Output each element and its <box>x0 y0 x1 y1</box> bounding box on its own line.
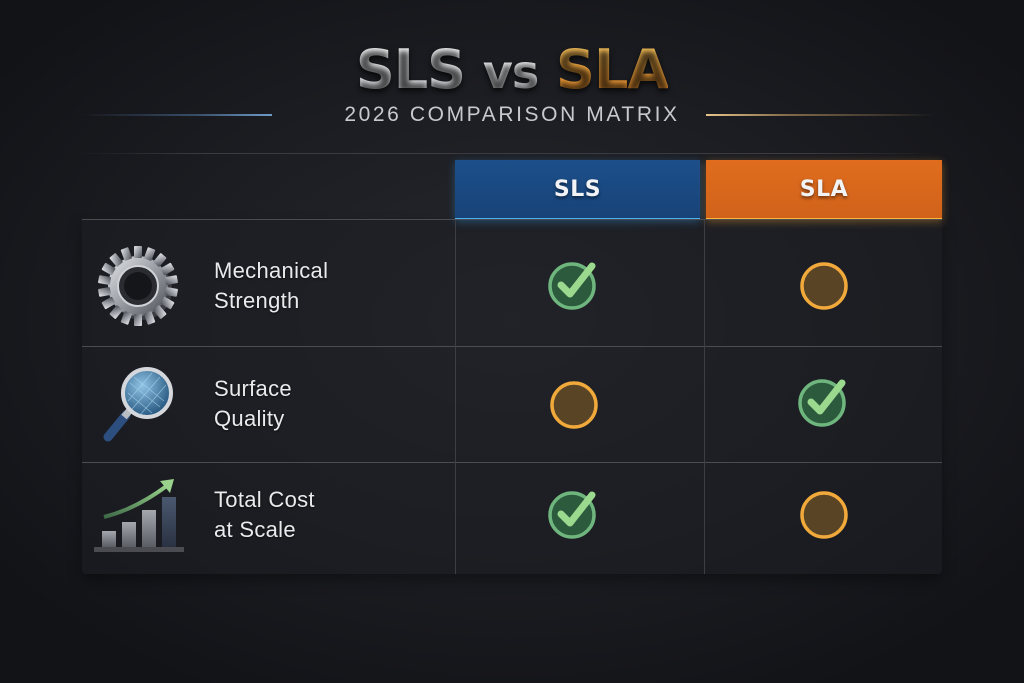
subtitle-row: 2026 COMPARISON MATRIX <box>0 102 1024 128</box>
comparison-table: SLS SLA <box>82 160 942 574</box>
page-title: SLS vs SLA <box>0 38 1024 104</box>
decorative-rule-right <box>706 114 936 116</box>
neutral-circle-icon <box>798 489 850 541</box>
subtitle: 2026 COMPARISON MATRIX <box>344 103 680 126</box>
check-icon <box>548 258 600 310</box>
title-sla: SLA <box>556 38 669 101</box>
row-divider <box>82 346 942 347</box>
neutral-circle-icon <box>798 260 850 312</box>
table-row-total-cost: Total Cost at Scale <box>82 463 942 574</box>
check-icon <box>798 375 850 427</box>
magnifier-icon <box>90 363 186 451</box>
column-header-sls: SLS <box>455 160 700 220</box>
row-label-line: Surface <box>214 376 292 401</box>
header-divider <box>82 219 942 220</box>
divider <box>78 153 940 154</box>
column-divider <box>455 220 456 574</box>
row-label-line: at Scale <box>214 517 296 542</box>
title-vs: vs <box>482 45 539 99</box>
table-row-surface-quality: Surface Quality <box>82 347 942 462</box>
decorative-rule-left <box>82 114 272 116</box>
check-icon <box>548 487 600 539</box>
row-label: Total Cost at Scale <box>214 485 315 545</box>
title-sls: SLS <box>355 38 466 101</box>
row-label-line: Mechanical <box>214 258 329 283</box>
gear-icon <box>90 246 186 330</box>
row-label: Surface Quality <box>214 374 292 434</box>
table-row-mechanical-strength: Mechanical Strength <box>82 220 942 346</box>
row-label-line: Total Cost <box>214 487 315 512</box>
column-divider <box>704 220 705 574</box>
bar-chart-growth-icon <box>90 477 186 561</box>
table-body-background <box>82 220 942 574</box>
row-label-line: Strength <box>214 288 300 313</box>
neutral-circle-icon <box>548 379 600 431</box>
row-divider <box>82 462 942 463</box>
row-label: Mechanical Strength <box>214 256 328 316</box>
row-label-line: Quality <box>214 406 285 431</box>
column-header-sla: SLA <box>706 160 942 220</box>
